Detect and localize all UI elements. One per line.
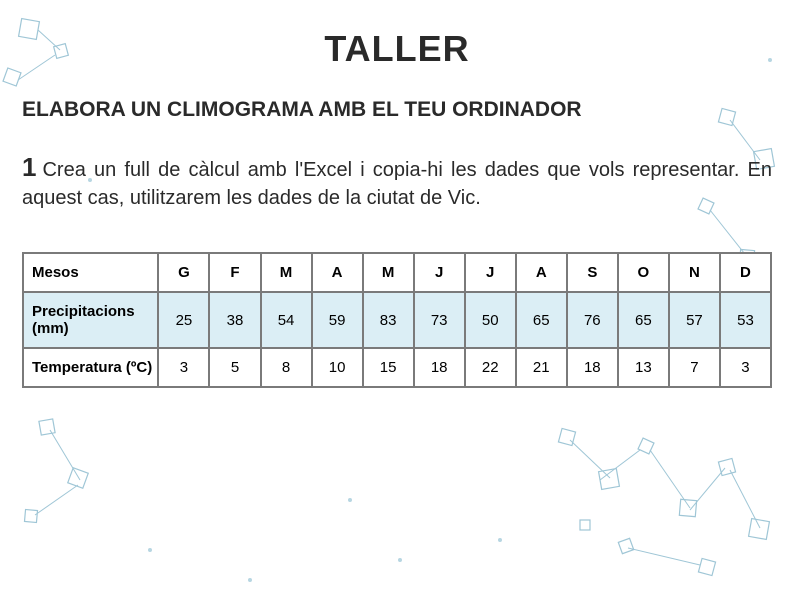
step-number: 1 [22, 152, 36, 182]
table-cell: 65 [618, 292, 669, 348]
table-cell: 3 [158, 348, 209, 387]
table-row: Temperatura (ºC) 3581015182221181373 [23, 348, 771, 387]
col-header: G [158, 253, 209, 292]
table-cell: 83 [363, 292, 414, 348]
table-cell: 59 [312, 292, 363, 348]
col-header: N [669, 253, 720, 292]
table-cell: 65 [516, 292, 567, 348]
row-label: Precipitacions (mm) [23, 292, 158, 348]
table-cell: 57 [669, 292, 720, 348]
table-cell: 21 [516, 348, 567, 387]
col-header: M [363, 253, 414, 292]
table-cell: 50 [465, 292, 516, 348]
table-cell: 10 [312, 348, 363, 387]
table-cell: 76 [567, 292, 618, 348]
data-table: Mesos GFMAMJJASOND Precipitacions (mm) 2… [22, 252, 772, 388]
table-cell: 53 [720, 292, 771, 348]
table-cell: 18 [567, 348, 618, 387]
table-cell: 5 [209, 348, 260, 387]
table-cell: 18 [414, 348, 465, 387]
table-row: Mesos GFMAMJJASOND [23, 253, 771, 292]
page-subtitle: ELABORA UN CLIMOGRAMA AMB EL TEU ORDINAD… [22, 98, 772, 122]
row-label: Temperatura (ºC) [23, 348, 158, 387]
table-cell: 22 [465, 348, 516, 387]
table-cell: 13 [618, 348, 669, 387]
table-cell: 73 [414, 292, 465, 348]
col-header: A [312, 253, 363, 292]
col-header: O [618, 253, 669, 292]
table-row: Precipitacions (mm) 25385459837350657665… [23, 292, 771, 348]
col-header: D [720, 253, 771, 292]
table-cell: 15 [363, 348, 414, 387]
table-cell: 25 [158, 292, 209, 348]
page-title: TALLER [22, 28, 772, 70]
col-header: J [414, 253, 465, 292]
table-cell: 38 [209, 292, 260, 348]
col-header: S [567, 253, 618, 292]
col-header: J [465, 253, 516, 292]
table-cell: 7 [669, 348, 720, 387]
step-1: 1Crea un full de càlcul amb l'Excel i co… [22, 150, 772, 212]
col-header: M [261, 253, 312, 292]
col-header: A [516, 253, 567, 292]
col-header: F [209, 253, 260, 292]
table-cell: 54 [261, 292, 312, 348]
step-body: Crea un full de càlcul amb l'Excel i cop… [22, 159, 772, 209]
row-label: Mesos [23, 253, 158, 292]
table-cell: 8 [261, 348, 312, 387]
table-cell: 3 [720, 348, 771, 387]
